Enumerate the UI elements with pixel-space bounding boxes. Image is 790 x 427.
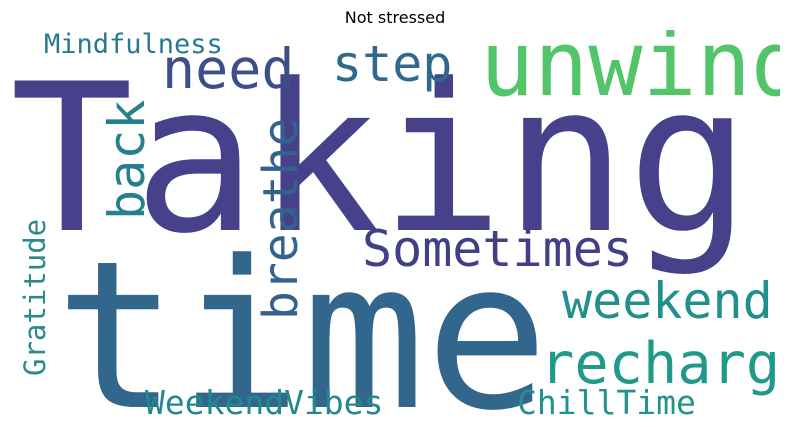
word-need: need	[162, 37, 295, 101]
word-back: back	[98, 99, 156, 220]
word-step: step	[332, 35, 453, 93]
word-weekend: weekend	[562, 272, 773, 330]
word-sometimes: Sometimes	[362, 220, 633, 278]
word-weekendvibes: WeekendVibes	[145, 383, 384, 422]
word-cloud: Taking time unwind Sometimes weekend rec…	[10, 30, 780, 427]
word-chilltime: ChillTime	[517, 383, 696, 422]
word-recharge: recharge	[540, 331, 780, 397]
chart-title: Not stressed	[344, 8, 446, 27]
word-mindfulness: Mindfulness	[44, 30, 223, 60]
word-unwind: unwind	[480, 30, 780, 117]
word-breathe: breathe	[253, 117, 309, 320]
word-taking: Taking	[10, 41, 751, 279]
word-gratitude: Gratitude	[18, 218, 52, 376]
word-time: time	[55, 218, 549, 427]
